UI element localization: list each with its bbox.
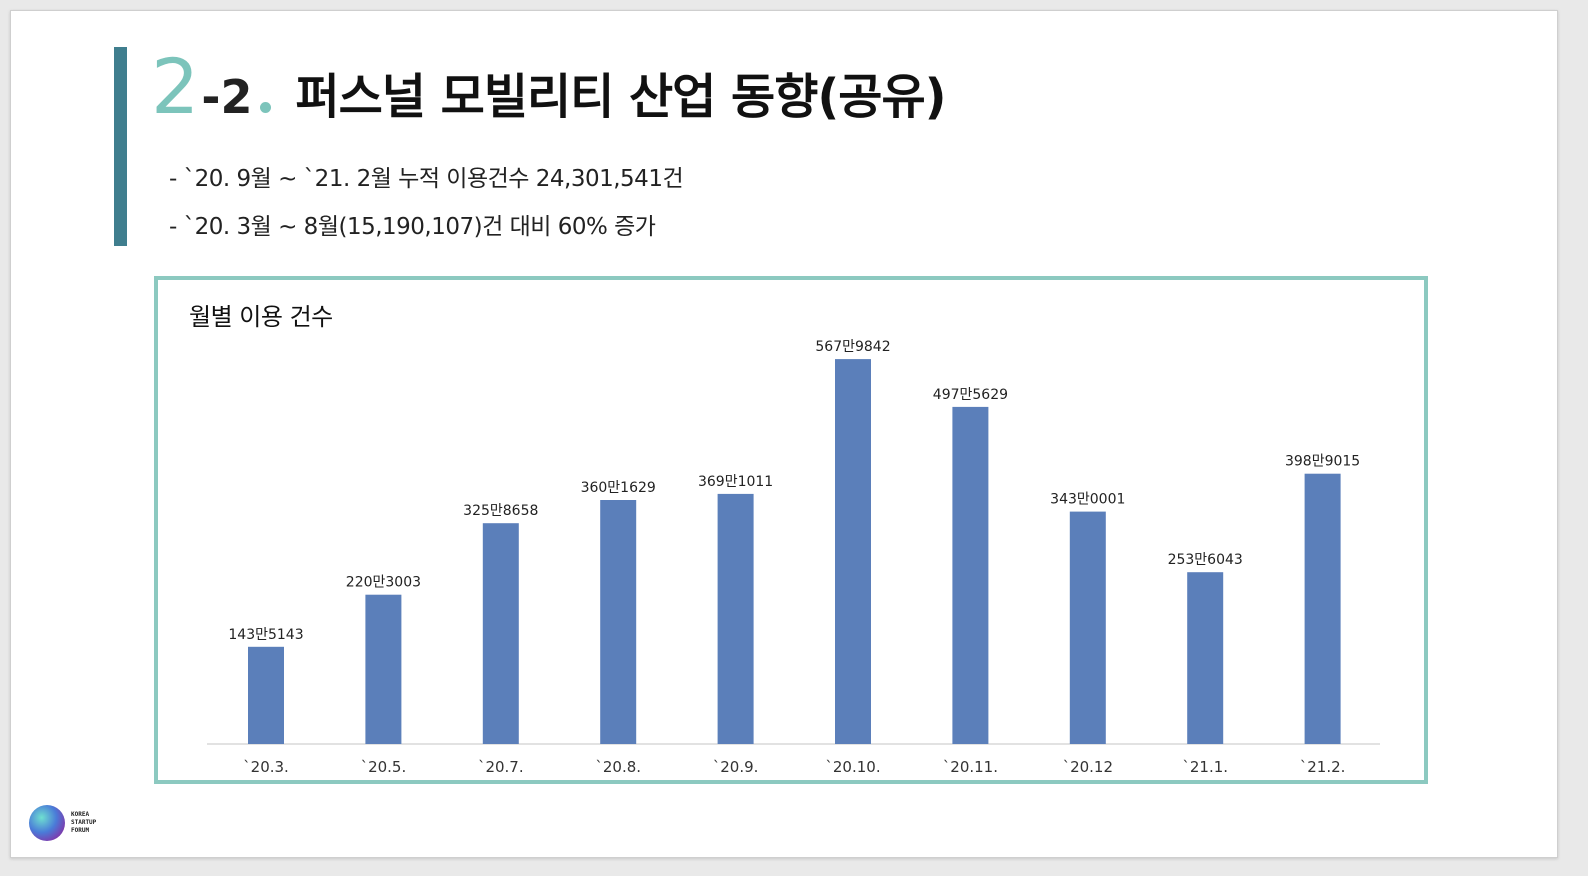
title-dot-icon [260,102,272,113]
slide: 2 -2 퍼스널 모빌리티 산업 동향(공유) - `20. 9월 ~ `21.… [10,10,1558,858]
bar [1187,572,1224,744]
data-label: 343만0001 [1050,492,1125,508]
x-tick-label: `20.9. [713,758,759,776]
page-title: 2 -2 퍼스널 모빌리티 산업 동향(공유) [151,42,947,149]
data-label: 398만9015 [1285,454,1360,470]
logo-line-2: STARTUP [71,819,97,826]
bar [482,523,519,744]
logo-line-1: KOREA [71,811,90,818]
bar [717,493,754,744]
data-label: 360만1629 [581,480,656,496]
title-accent-bar [114,47,127,246]
x-tick-label: `21.1. [1182,758,1228,776]
data-label: 567만9842 [815,339,890,355]
x-tick-label: `20.12 [1063,758,1113,776]
x-tick-label: `20.8. [595,758,641,776]
monthly-usage-bar-chart: 143만5143 `20.3. 220만3003 `20.5. 325만8658 `20.… [207,339,1380,776]
data-label: 220만3003 [346,575,421,591]
bar [952,406,989,744]
bar [365,594,402,744]
summary-bullet-cumulative: - `20. 9월 ~ `21. 2월 누적 이용건수 24,301,541건 [169,166,684,192]
bar [248,646,284,744]
x-tick-label: `21.2. [1300,758,1346,776]
logo-text: KOREA STARTUP FORUM [71,811,111,835]
x-tick-label: `20.3. [243,758,289,776]
logo-circle-icon [29,805,65,841]
data-label: 253만6043 [1168,552,1243,568]
x-tick-label: `20.7. [478,758,524,776]
bar [600,500,637,744]
bar [835,359,871,744]
bar [1304,473,1341,744]
chart-title: 월별 이용 건수 [189,303,333,331]
bar [1069,511,1106,744]
x-tick-label: `20.5. [361,758,407,776]
data-label: 497만5629 [933,387,1008,403]
data-label: 369만1011 [698,474,773,490]
korea-startup-forum-logo: KOREA STARTUP FORUM [29,805,111,841]
summary-bullet-growth: - `20. 3월 ~ 8월(15,190,107)건 대비 60% 증가 [169,214,656,240]
subsection-number: -2 [201,70,253,124]
data-label: 325만8658 [463,503,538,519]
title-text: 퍼스널 모빌리티 산업 동향(공유) [295,69,946,125]
x-tick-label: `20.10. [825,758,880,776]
x-tick-label: `20.11. [943,758,998,776]
data-label: 143만5143 [228,627,303,643]
logo-line-3: FORUM [71,827,90,834]
section-number: 2 [151,42,200,131]
